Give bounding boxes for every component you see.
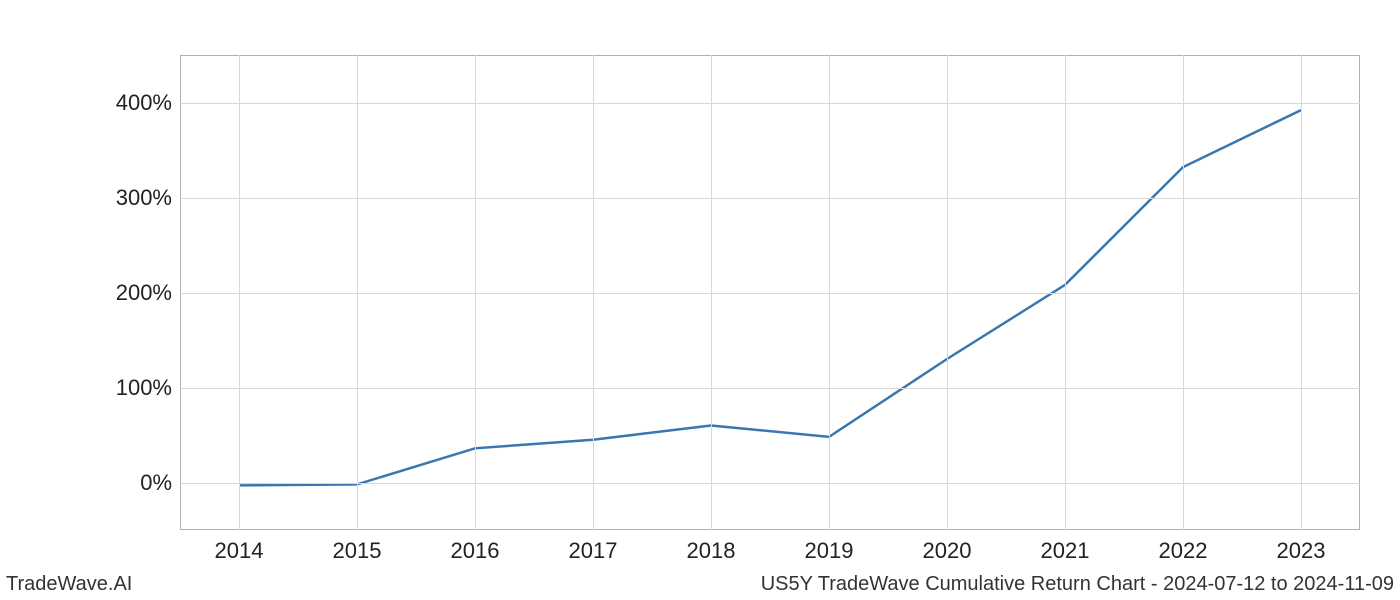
grid-line-vertical [593, 55, 594, 530]
grid-line-vertical [711, 55, 712, 530]
grid-line-vertical [475, 55, 476, 530]
footer-right-label: US5Y TradeWave Cumulative Return Chart -… [761, 573, 1394, 596]
footer-left-label: TradeWave.AI [6, 573, 132, 596]
chart-plot-area [180, 55, 1360, 530]
x-axis-tick-label: 2023 [1277, 538, 1326, 564]
grid-line-vertical [1183, 55, 1184, 530]
x-axis-tick-label: 2018 [687, 538, 736, 564]
y-axis-tick-label: 100% [116, 375, 172, 401]
y-axis-tick-label: 300% [116, 185, 172, 211]
x-axis-tick-label: 2021 [1041, 538, 1090, 564]
grid-line-vertical [239, 55, 240, 530]
x-axis-tick-label: 2017 [569, 538, 618, 564]
x-axis-tick-label: 2020 [923, 538, 972, 564]
y-axis-tick-label: 0% [140, 470, 172, 496]
x-axis-tick-label: 2016 [451, 538, 500, 564]
y-axis-tick-label: 200% [116, 280, 172, 306]
y-axis-tick-label: 400% [116, 90, 172, 116]
grid-line-vertical [1301, 55, 1302, 530]
grid-line-vertical [357, 55, 358, 530]
x-axis-tick-label: 2014 [215, 538, 264, 564]
x-axis-tick-label: 2019 [805, 538, 854, 564]
grid-line-vertical [1065, 55, 1066, 530]
grid-line-vertical [947, 55, 948, 530]
x-axis-tick-label: 2022 [1159, 538, 1208, 564]
line-series [239, 110, 1301, 485]
grid-line-vertical [829, 55, 830, 530]
x-axis-tick-label: 2015 [333, 538, 382, 564]
